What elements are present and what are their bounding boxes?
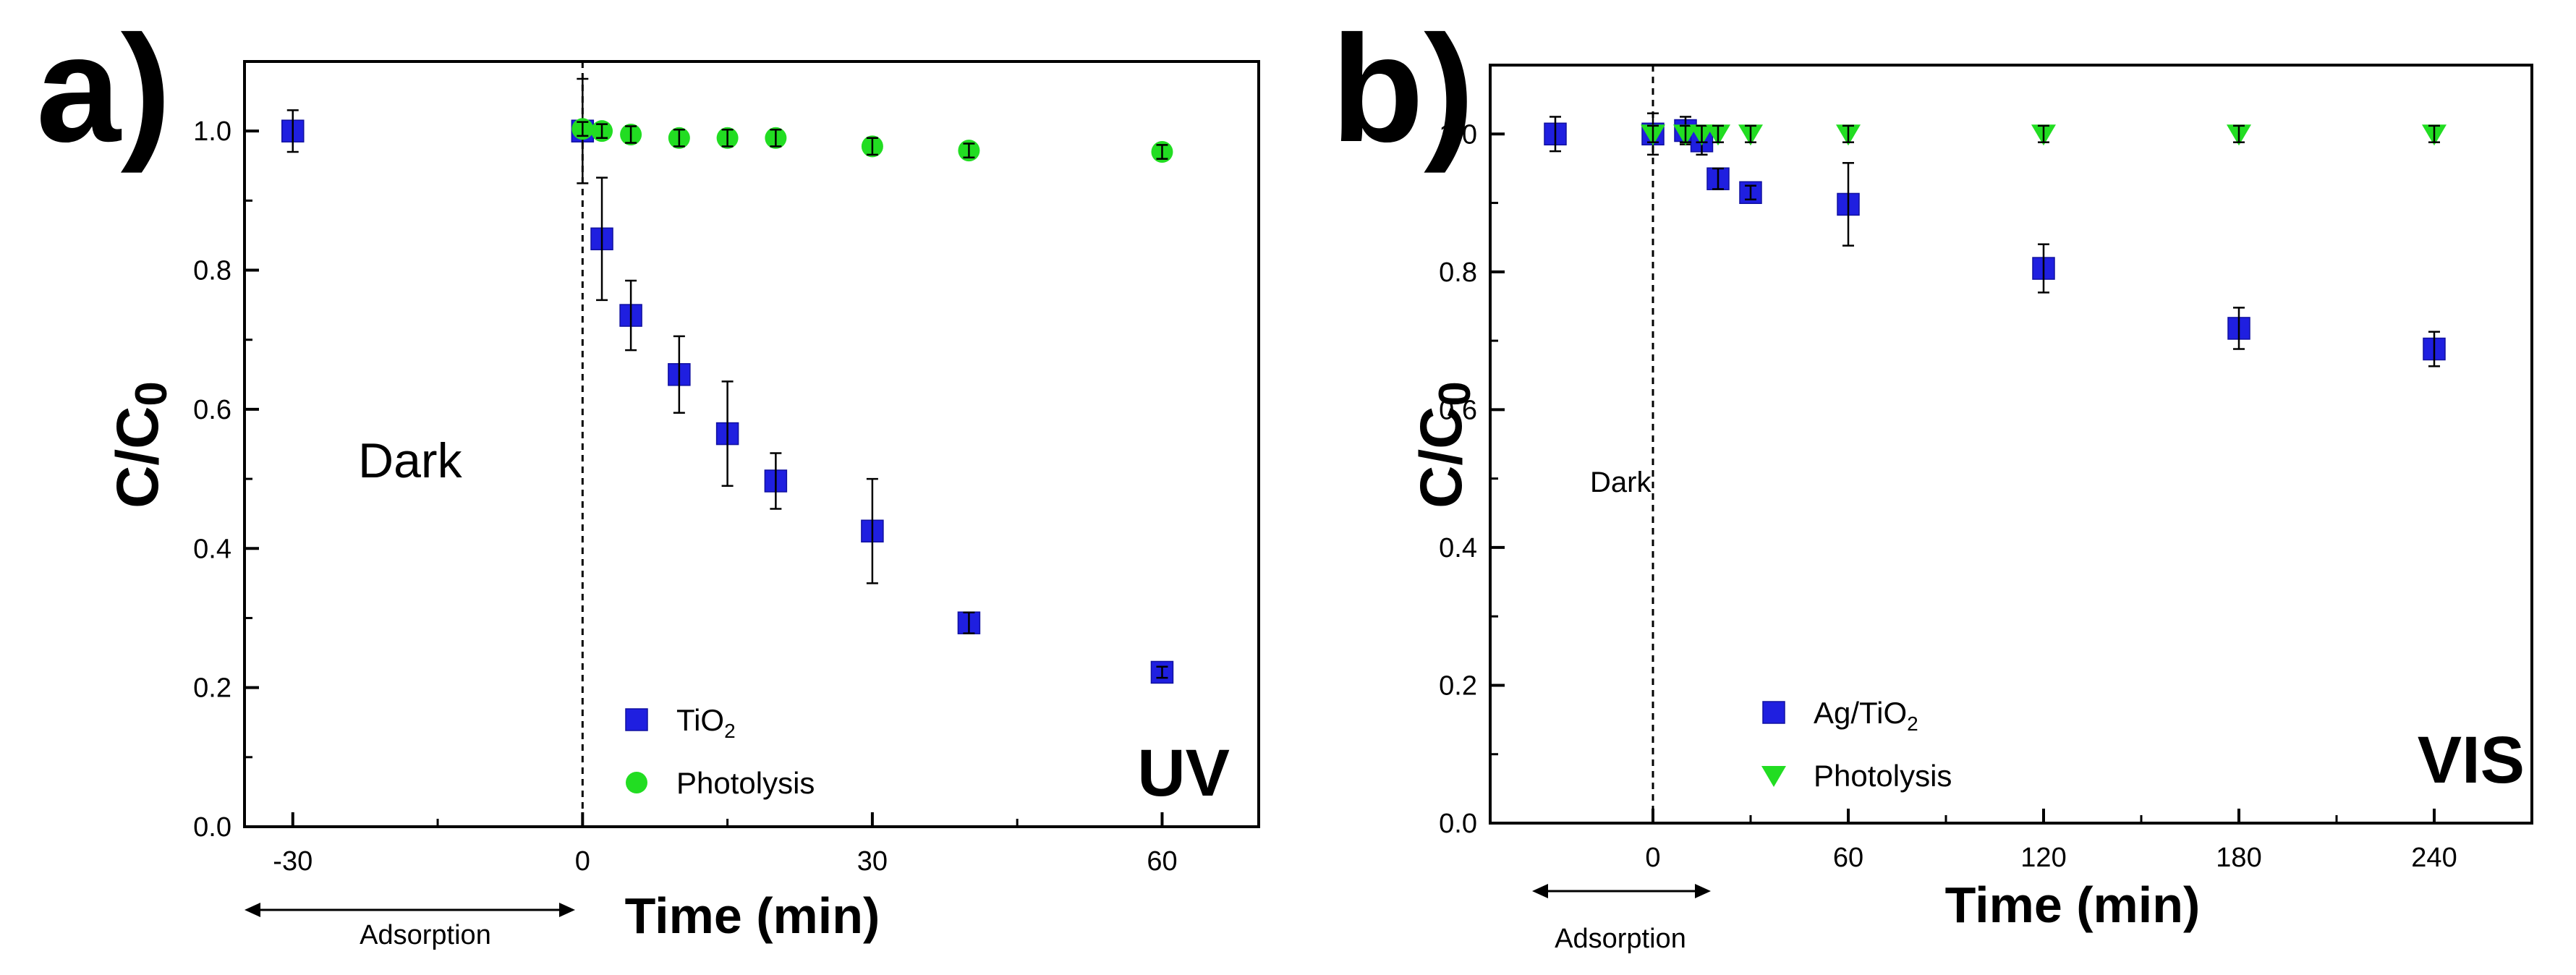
panel-a-light-source-label: UV: [1137, 736, 1230, 810]
panel-a-x-tick-label: 0: [575, 846, 590, 877]
panel-a-legend-label-sub: 2: [724, 720, 736, 742]
panel-b-legend-marker: [1762, 701, 1785, 724]
panel-a-y-tick-label: 0.8: [193, 256, 231, 286]
panel-a-y-tick-label: 0.4: [193, 534, 231, 564]
panel-b-x-tick-label: 0: [1645, 843, 1660, 873]
panel-a-y-axis-title: C/C0: [105, 381, 177, 508]
panel-a-letter: a): [36, 4, 171, 174]
panel-b-y-tick-label: 0.8: [1439, 257, 1477, 288]
panel-a-y-tick-label: 0.2: [193, 673, 231, 704]
panel-a-adsorption-arrow-right-head: [559, 903, 575, 917]
panel-a-x-tick-label: 30: [857, 846, 888, 877]
panel-b-x-axis-title: Time (min): [1945, 877, 2201, 933]
panel-b-legend-label: Photolysis: [1814, 759, 1952, 793]
panel-b-x-tick-label: 60: [1833, 843, 1863, 873]
panel-b-y-tick-label: 0.6: [1439, 395, 1477, 425]
panel-a-y-tick-label: 0.0: [193, 812, 231, 843]
panel-b-adsorption-arrow-right-head: [1695, 884, 1711, 898]
panel-a-legend-label: Photolysis: [676, 766, 815, 800]
panel-a-x-tick-label: -30: [273, 846, 313, 877]
panel-b-adsorption-label: Adsorption: [1555, 924, 1686, 954]
panel-b-legend-label-sub: 2: [1907, 712, 1918, 735]
panel-a-adsorption-arrow-left-head: [245, 903, 260, 917]
panel-a-y-tick-label: 0.6: [193, 395, 231, 425]
panel-a-adsorption-label: Adsorption: [360, 920, 491, 950]
panel-b-y-axis-title: C/C0: [1408, 381, 1480, 508]
panel-b-x-tick-label: 180: [2216, 843, 2261, 873]
panel-a-y-axis-title-main: C/C: [105, 406, 171, 508]
panel-b-dark-label: Dark: [1590, 467, 1652, 498]
panel-a-y-tick-label: 1.0: [193, 116, 231, 147]
panel-b-series-1: [1544, 112, 2446, 367]
panel-a-x-tick-label: 60: [1147, 846, 1177, 877]
panel-b-x-tick-label: 240: [2411, 843, 2457, 873]
panel-b-plot: 0.0 0.2 0.4 0.6 0.8 1.0 0 60 120 180 240 Time (min)…: [1408, 64, 2533, 954]
panel-b-y-axis-title-main: C/C: [1408, 406, 1474, 508]
panel-a-series-2: [571, 118, 1173, 163]
panel-b-y-tick-label: 0.2: [1439, 670, 1477, 701]
panel-b-adsorption-arrow-left-head: [1532, 884, 1548, 898]
panel-b-legend-marker: [1761, 766, 1786, 787]
panel-b-y-tick-label: 1.0: [1439, 119, 1477, 150]
panel-a-dark-label: Dark: [358, 433, 463, 488]
panel-b-legend-label-main: Ag/TiO: [1814, 696, 1907, 730]
panel-a-legend-label-main: TiO: [676, 703, 724, 737]
panel-a-legend-marker: [626, 772, 647, 793]
panel-a-legend-label: TiO2: [676, 703, 736, 742]
panel-b-legend-label-main: Photolysis: [1814, 759, 1952, 793]
panel-b-legend-label: Ag/TiO2: [1814, 696, 1918, 735]
panel-b-y-tick-label: 0.0: [1439, 809, 1477, 839]
panel-a-series-1: [281, 77, 1174, 684]
panel-a-legend-label-main: Photolysis: [676, 766, 815, 800]
panel-b: b) 0.0 0.2 0.4 0.6 0.8 1.0 0 60 120 180 240 Time (m…: [1331, 4, 2533, 954]
panel-a-y-axis-title-sub: 0: [127, 381, 177, 406]
panel-a-x-axis-title: Time (min): [625, 887, 880, 944]
panel-a: a) 0.0 0.2 0.4 0.6 0.8 1.0 -30 0 30 60 Time (min) C…: [36, 4, 1260, 950]
panel-b-series-2: [1641, 124, 2447, 146]
panel-b-plot-frame: [1489, 64, 2533, 825]
panel-b-y-axis-title-sub: 0: [1430, 381, 1480, 406]
panel-b-y-tick-label: 0.4: [1439, 533, 1477, 563]
panel-b-light-source-label: VIS: [2418, 723, 2525, 797]
panel-b-letter: b): [1331, 4, 1474, 174]
panel-a-plot-frame: [243, 60, 1260, 828]
panel-a-legend-marker: [625, 708, 648, 731]
panel-b-x-tick-label: 120: [2020, 843, 2066, 873]
